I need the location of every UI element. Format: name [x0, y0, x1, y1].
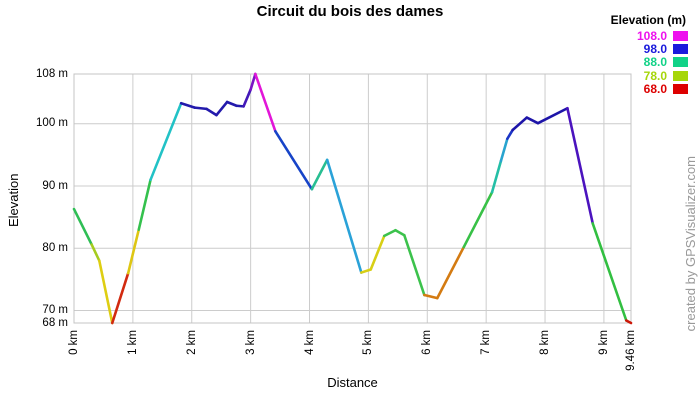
- elevation-segment: [310, 158, 329, 191]
- elevation-segment: [215, 100, 229, 117]
- x-axis-title: Distance: [327, 375, 378, 390]
- elevation-segment: [499, 137, 509, 163]
- elevation-segment: [110, 271, 130, 325]
- x-axis-tick-label: 2 km: [185, 330, 198, 355]
- legend-entry-label: 98.0: [643, 42, 667, 57]
- legend-entry-label: 108.0: [636, 28, 667, 43]
- elevation-segment: [249, 72, 257, 91]
- x-axis-tick-label: 5 km: [362, 330, 375, 355]
- legend-entry-label: 68.0: [643, 82, 667, 97]
- legend-entry: 68.0: [611, 83, 688, 96]
- elevation-segment: [72, 207, 93, 246]
- elevation-segment: [511, 116, 529, 132]
- legend-swatch: [673, 30, 688, 41]
- legend: Elevation (m) 108.0 98.0 88.0 78.0 68.0: [611, 13, 688, 96]
- elevation-segment: [591, 222, 628, 322]
- x-axis-tick-label: 7 km: [480, 330, 493, 355]
- elevation-segment: [274, 129, 314, 191]
- y-axis-tick-label: 70 m: [42, 304, 68, 317]
- x-axis-tick-label: 1 km: [126, 330, 139, 355]
- x-axis-tick-label: 9.46 km: [625, 330, 637, 371]
- x-axis-tick-label: 6 km: [421, 330, 434, 355]
- legend-title: Elevation (m): [610, 13, 686, 27]
- elevation-segment: [205, 107, 218, 117]
- elevation-segment: [254, 72, 277, 133]
- y-axis-tick-label: 108 m: [36, 67, 68, 80]
- elevation-segment: [394, 228, 406, 237]
- x-axis-tick-label: 9 km: [597, 330, 610, 355]
- legend-swatch: [673, 57, 688, 68]
- elevation-segment: [225, 100, 238, 108]
- x-axis-tick-label: 0 km: [68, 330, 80, 355]
- legend-swatch: [673, 70, 688, 81]
- elevation-segment: [423, 293, 439, 300]
- legend-entry: 88.0: [611, 56, 688, 69]
- elevation-line: [72, 72, 633, 325]
- x-axis-tick-label: 4 km: [303, 330, 316, 355]
- elevation-segment: [90, 243, 101, 263]
- legend-swatch: [673, 84, 688, 95]
- elevation-segment: [325, 158, 363, 274]
- elevation-segment: [525, 116, 540, 125]
- legend-swatch: [673, 44, 688, 55]
- elevation-segment: [193, 106, 208, 111]
- legend-entry-label: 78.0: [643, 68, 667, 83]
- elevation-segment: [435, 245, 466, 300]
- elevation-segment: [369, 234, 386, 271]
- page-title: Circuit du bois des dames: [256, 3, 444, 20]
- grid: [73, 73, 632, 324]
- elevation-segment: [566, 106, 595, 225]
- plot-border: [73, 73, 632, 324]
- elevation-segment: [149, 101, 183, 182]
- y-axis-tick-label: 68 m: [42, 316, 68, 329]
- y-axis-tick-label: 90 m: [42, 179, 68, 192]
- elevation-segment: [624, 319, 633, 325]
- watermark: created by GPSVisualizer.com: [683, 155, 698, 331]
- y-axis-title: Elevation: [6, 173, 21, 227]
- y-axis-tick-label: 100 m: [36, 117, 68, 130]
- x-axis-tick-label: 3 km: [244, 330, 257, 355]
- elevation-segment: [242, 88, 252, 108]
- elevation-segment: [179, 101, 197, 109]
- elevation-segment: [506, 128, 514, 141]
- elevation-segment: [382, 228, 397, 238]
- elevation-segment: [137, 178, 152, 231]
- legend-entry-label: 88.0: [643, 55, 667, 70]
- elevation-segment: [462, 190, 494, 249]
- x-axis-tick-label: 8 km: [539, 330, 552, 355]
- legend-entries: 108.0 98.0 88.0 78.0 68.0: [611, 29, 688, 96]
- elevation-segment: [403, 233, 426, 297]
- elevation-segment: [126, 228, 141, 275]
- elevation-segment: [360, 268, 373, 274]
- elevation-segment: [536, 106, 569, 125]
- y-axis-tick-label: 80 m: [42, 241, 68, 254]
- legend-entry: 78.0: [611, 69, 688, 82]
- elevation-segment: [490, 159, 503, 194]
- elevation-segment: [98, 259, 114, 325]
- legend-entry: 108.0: [611, 29, 688, 42]
- legend-entry: 98.0: [611, 42, 688, 55]
